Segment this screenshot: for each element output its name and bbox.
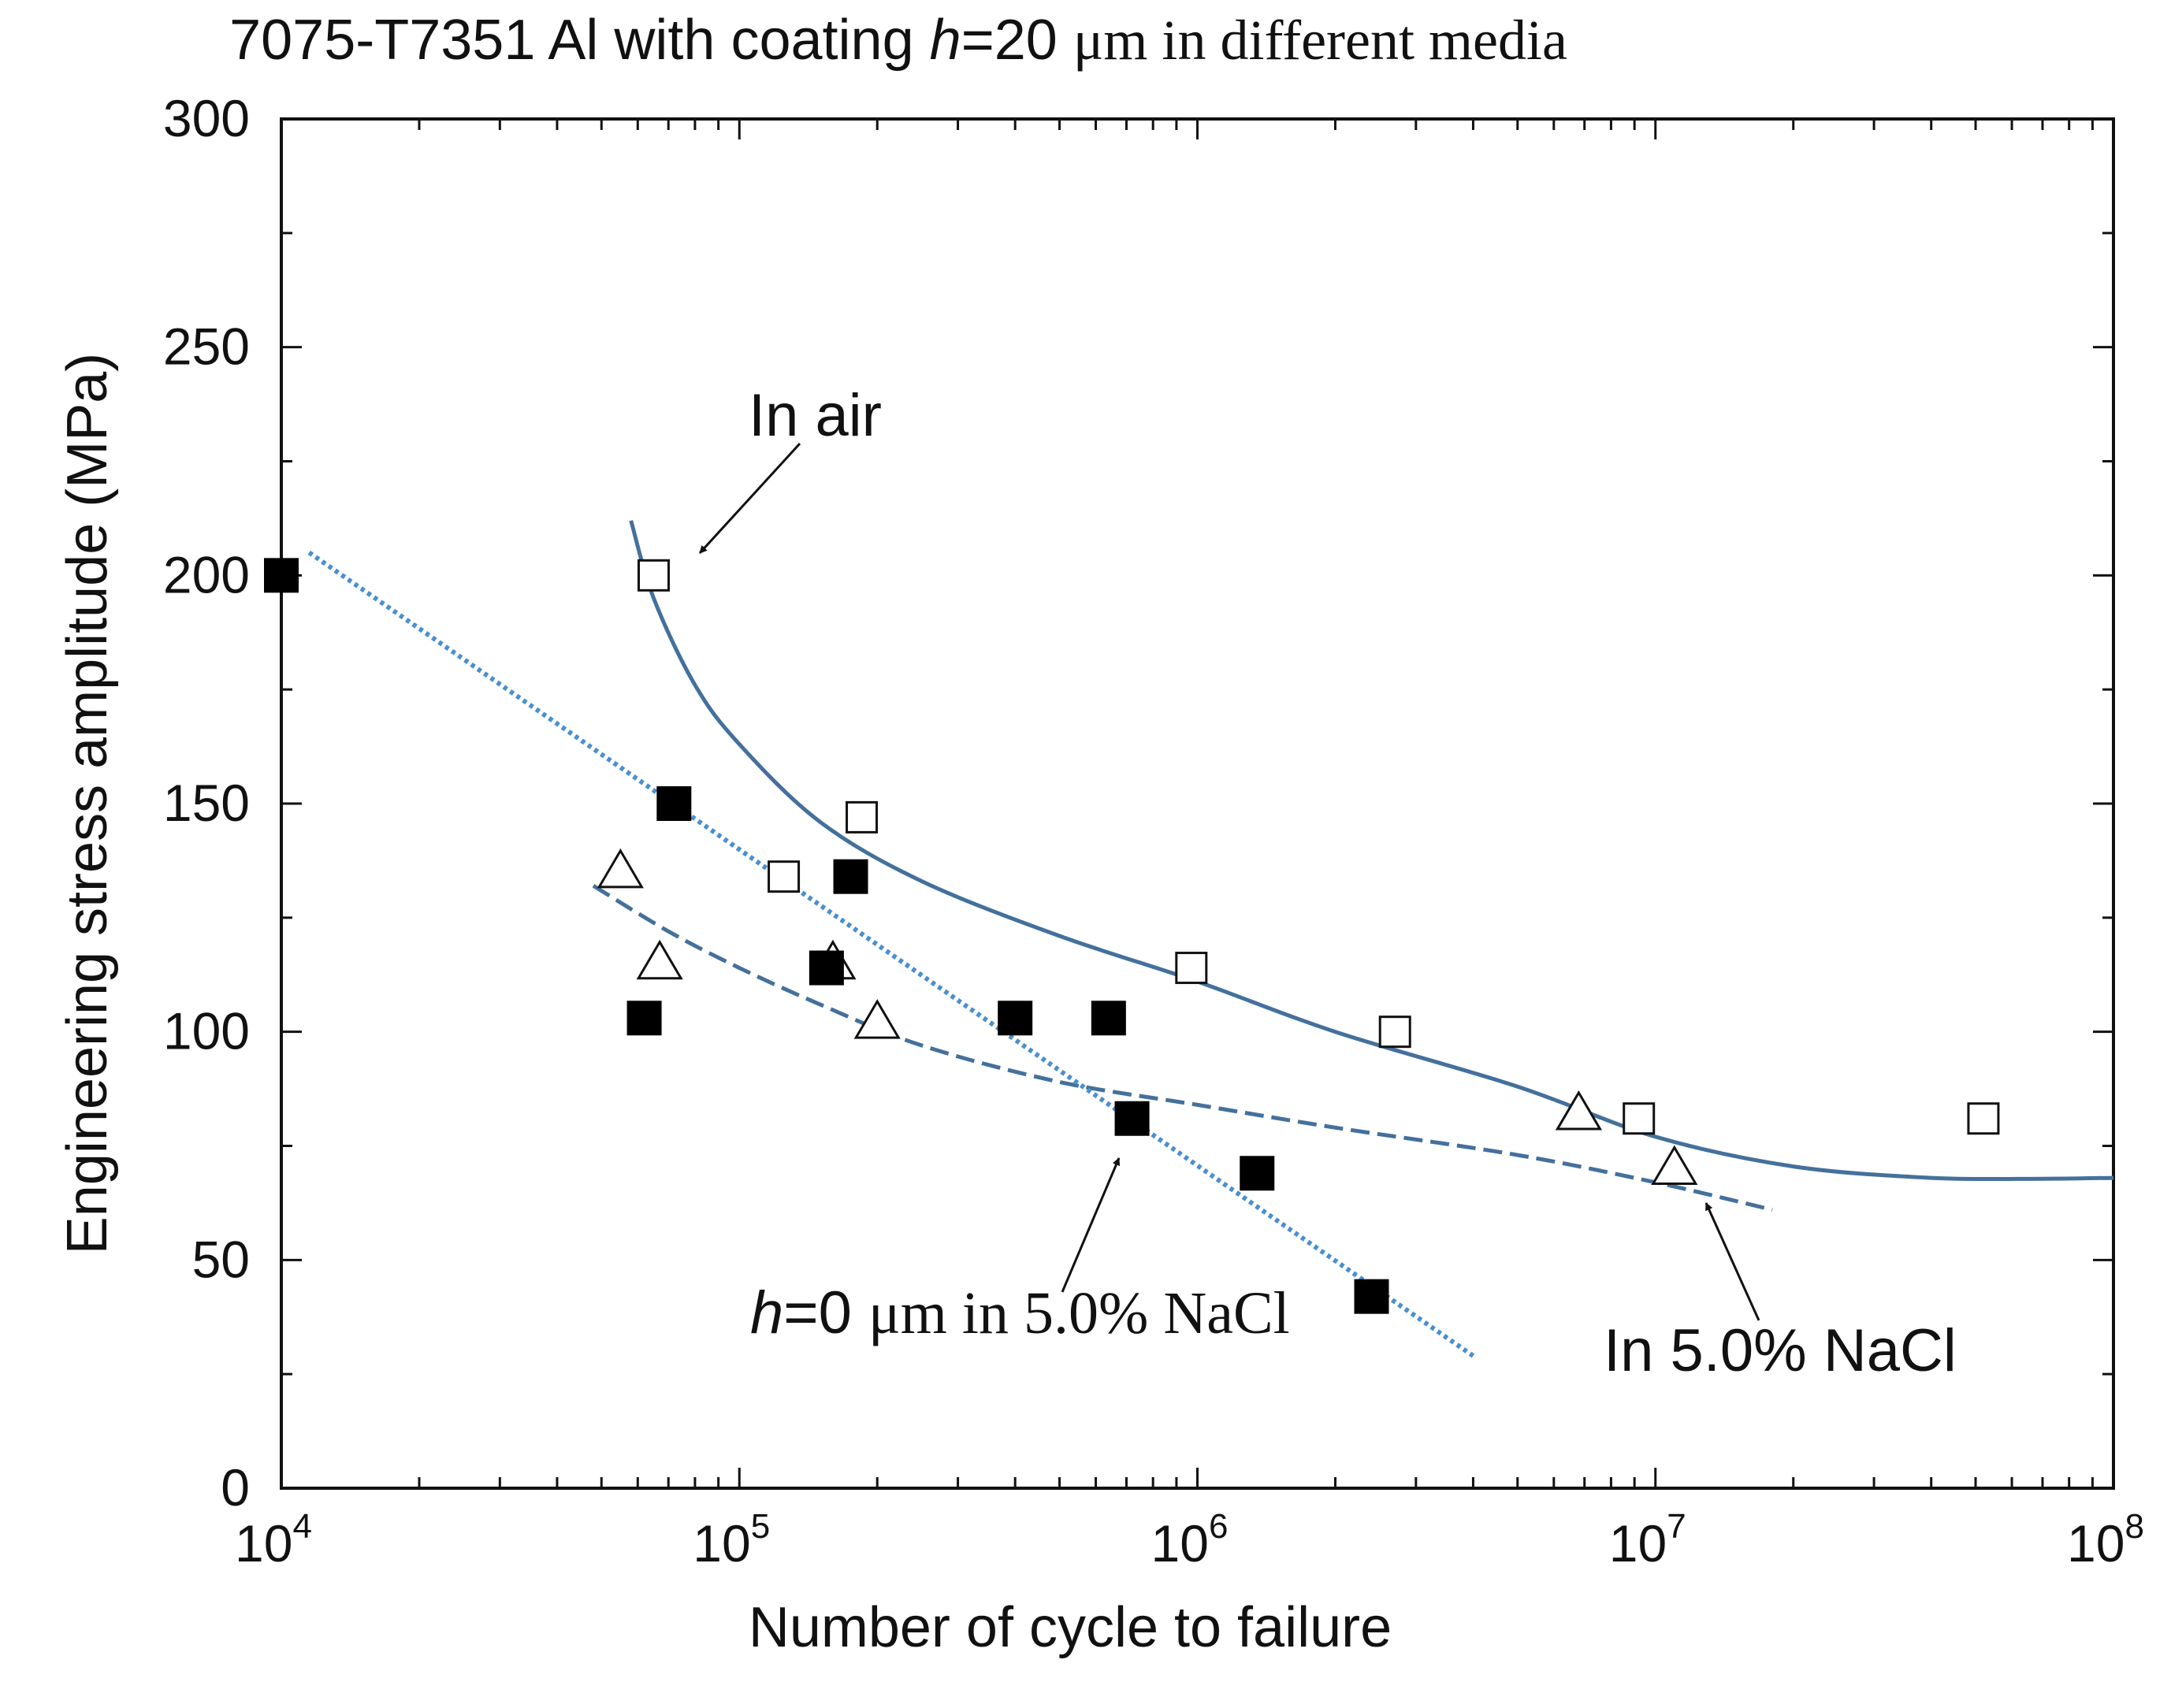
annotation-h0-label: h=0 μm in 5.0% NaCl (750, 1279, 1290, 1346)
point-filled-square (809, 950, 844, 986)
point-filled-square (1354, 1279, 1389, 1314)
annotation-in-nacl-label: In 5.0% NaCl (1604, 1317, 1957, 1384)
y-axis-label: Engineering stress amplitude (MPa) (56, 353, 119, 1255)
point-open-square (1623, 1102, 1656, 1135)
point-open-square (1378, 1016, 1411, 1049)
x-axis-label: Number of cycle to failure (749, 1596, 1392, 1659)
x-tick-exponent: 4 (292, 1507, 311, 1546)
y-tick-label: 100 (163, 1002, 250, 1060)
point-filled-square (998, 1001, 1033, 1036)
data-points (264, 558, 2000, 1314)
x-tick-base: 10 (235, 1514, 292, 1572)
point-open-square (638, 559, 671, 592)
point-open-triangle (1555, 1090, 1603, 1131)
point-open-triangle (853, 999, 901, 1039)
x-tick-base: 10 (693, 1514, 750, 1572)
point-filled-square (1114, 1101, 1150, 1136)
fit-curve-solid (629, 520, 2114, 1182)
x-tick-exponent: 7 (1667, 1507, 1686, 1546)
point-open-triangle (1651, 1145, 1698, 1185)
point-open-square (768, 860, 801, 893)
title-part3: μm in different media (1073, 9, 1567, 72)
title-italic-h: h (930, 9, 961, 72)
point-filled-square (833, 859, 868, 894)
point-open-triangle (597, 848, 644, 889)
point-open-square (1175, 952, 1208, 985)
y-tick-label: 200 (163, 545, 250, 603)
point-filled-square (264, 558, 299, 593)
annotation-in-air-arrow (698, 442, 801, 555)
x-tick-exponent: 6 (1209, 1507, 1228, 1546)
annotation-h0-part2: =0 (783, 1279, 868, 1346)
annotation-h0-part3: μm in 5.0% NaCl (868, 1280, 1290, 1346)
x-tick-base: 10 (2067, 1514, 2125, 1572)
fit-curve-dotted (307, 550, 1475, 1358)
x-tick-label: 106 (1151, 1507, 1229, 1572)
point-open-triangle (636, 939, 683, 980)
x-tick-label: 105 (693, 1507, 770, 1572)
point-filled-square (656, 786, 692, 821)
x-tick-label: 108 (2067, 1507, 2144, 1572)
annotation-h0-arrow (1061, 1157, 1121, 1293)
y-tick-label: 250 (163, 317, 250, 376)
annotation-in-air: In air (698, 382, 882, 555)
annotation-h0: h=0 μm in 5.0% NaCl (750, 1157, 1290, 1346)
x-axis-tick-labels: 104 105 106 107 108 (235, 1507, 2144, 1572)
fit-curves (307, 520, 2114, 1358)
x-tick-label: 107 (1609, 1507, 1686, 1572)
annotation-h0-italic-h: h (750, 1279, 783, 1346)
fit-curve-dashed (592, 884, 1773, 1212)
y-axis-tick-labels: 0 50 100 150 200 250 300 (163, 89, 250, 1517)
x-tick-exponent: 5 (751, 1507, 770, 1546)
chart-title: 7075-T7351 Al with coating h=20 μm in di… (229, 9, 1567, 72)
x-tick-label: 104 (235, 1507, 312, 1572)
x-tick-base: 10 (1609, 1514, 1667, 1572)
annotation-in-nacl-arrow (1704, 1202, 1760, 1321)
y-tick-label: 0 (221, 1458, 250, 1517)
y-tick-label: 150 (163, 774, 250, 832)
point-filled-square (626, 1001, 662, 1036)
title-part2: =20 (961, 9, 1073, 72)
annotation-in-nacl: In 5.0% NaCl (1604, 1202, 1957, 1384)
annotation-in-air-label: In air (749, 382, 882, 449)
y-tick-label: 50 (192, 1230, 250, 1288)
x-axis-ticks (280, 119, 2115, 1488)
x-tick-base: 10 (1151, 1514, 1209, 1572)
point-open-square (846, 800, 879, 834)
point-filled-square (1091, 1001, 1126, 1036)
x-tick-exponent: 8 (2125, 1507, 2143, 1546)
y-tick-label: 300 (163, 89, 250, 147)
point-filled-square (1240, 1156, 1275, 1191)
title-part1: 7075-T7351 Al with coating (229, 9, 930, 72)
point-open-square (1967, 1102, 2000, 1135)
